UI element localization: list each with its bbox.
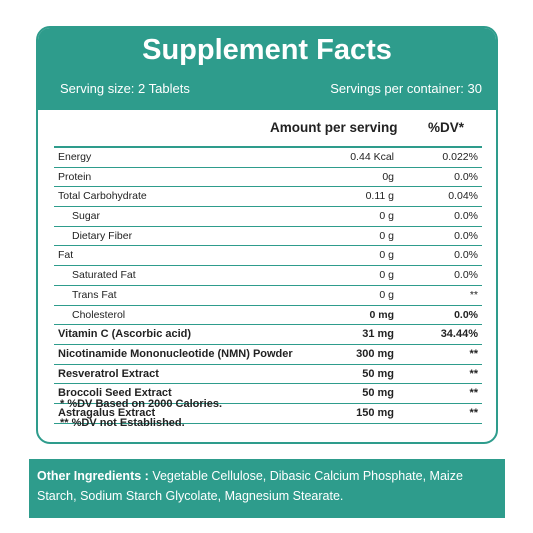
nutrient-dv: ** [469,387,478,400]
nutrient-name: Astragalus Extract [58,406,156,419]
nutrient-name: Resveratrol Extract [58,367,159,380]
other-ingredients-label: Other Ingredients : [37,469,149,483]
nutrient-dv: ** [469,288,478,301]
table-row: Broccoli Seed Extract 50 mg ** [54,384,482,404]
table-row: Total Carbohydrate 0.11 g 0.04% [54,187,482,208]
table-row: Energy 0.44 Kcal 0.022% [54,148,482,168]
nutrient-name: Energy [58,151,92,163]
nutrient-amount: 300 mg [356,347,394,360]
nutrient-dv: 0.04% [448,190,478,203]
nutrient-amount: 0.11 g [365,190,394,203]
table-row: Fat 0 g 0.0% [54,246,482,267]
table-row: Trans Fat 0 g ** [54,286,482,306]
nutrient-name: Total Carbohydrate [58,190,147,203]
nutrient-dv: 0.0% [454,170,478,183]
nutrient-name: Vitamin C (Ascorbic acid) [58,328,192,341]
nutrient-amount: 0g [382,170,394,183]
nutrient-amount: 150 mg [356,406,394,419]
nutrient-dv: 34.44% [440,328,478,341]
nutrient-name: Protein [58,170,92,183]
column-headers: Amount per serving %DV* [38,114,496,144]
nutrient-name: Dietary Fiber [72,229,133,242]
nutrient-dv: ** [469,347,478,360]
other-ingredients-box: Other Ingredients : Vegetable Cellulose,… [29,459,505,518]
nutrient-amount: 50 mg [362,367,394,380]
nutrient-dv: ** [469,406,478,419]
nutrient-amount: 31 mg [362,328,394,341]
supplement-facts-panel: Supplement Facts Serving size: 2 Tablets… [36,26,498,444]
nutrient-name: Sugar [72,210,101,223]
table-row: Sugar 0 g 0.0% [54,207,482,227]
nutrient-amount: 0.44 Kcal [350,151,394,163]
amount-header: Amount per serving [270,120,398,135]
table-row: Protein 0g 0.0% [54,168,482,188]
servings-per-container: Servings per container: 30 [330,81,482,96]
table-row: Astragalus Extract 150 mg ** [54,404,482,424]
panel-header: Supplement Facts Serving size: 2 Tablets… [38,28,496,110]
nutrient-name: Nicotinamide Mononucleotide (NMN) Powder [58,347,293,360]
table-row: Vitamin C (Ascorbic acid) 31 mg 34.44% [54,325,482,345]
table-row: Nicotinamide Mononucleotide (NMN) Powder… [54,345,482,365]
dv-header: %DV* [428,120,465,135]
nutrient-amount: 0 g [379,249,394,262]
nutrient-dv: 0.0% [454,308,478,321]
nutrient-name: Cholesterol [72,308,126,321]
nutrient-amount: 0 g [379,229,394,242]
nutrient-dv: 0.0% [454,269,478,282]
nutrient-dv: 0.0% [454,210,478,223]
table-row: Saturated Fat 0 g 0.0% [54,266,482,286]
table-row: Cholesterol 0 mg 0.0% [54,306,482,326]
nutrient-dv: 0.022% [442,151,478,163]
nutrient-dv: ** [469,367,478,380]
nutrient-name: Broccoli Seed Extract [58,387,172,400]
nutrient-amount: 50 mg [362,387,394,400]
panel-title: Supplement Facts [142,34,392,66]
nutrient-table: Energy 0.44 Kcal 0.022% Protein 0g 0.0% Tota… [54,146,482,424]
nutrient-name: Fat [58,249,74,262]
nutrient-name: Saturated Fat [72,269,136,282]
nutrient-amount: 0 g [379,269,394,282]
table-row: Dietary Fiber 0 g 0.0% [54,227,482,247]
footnote-dv-not-established: ** %DV not Established. [60,417,185,429]
serving-size: Serving size: 2 Tablets [60,81,190,96]
footnote-dv-basis: * %DV Based on 2000 Calories. [60,398,223,410]
nutrient-name: Trans Fat [72,288,117,301]
nutrient-dv: 0.0% [454,229,478,242]
other-ingredients-text: Vegetable Cellulose, Dibasic Calcium Pho… [37,469,463,503]
nutrient-amount: 0 g [379,288,394,301]
table-row: Resveratrol Extract 50 mg ** [54,365,482,385]
nutrient-amount: 0 mg [369,308,394,321]
nutrient-amount: 0 g [379,210,394,223]
nutrient-dv: 0.0% [454,249,478,262]
